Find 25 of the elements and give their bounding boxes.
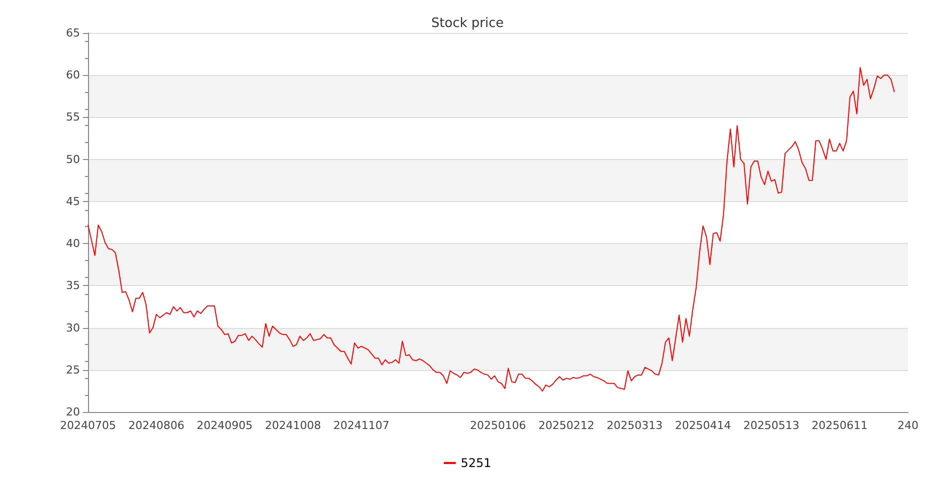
y-tick-label: 55	[66, 110, 80, 124]
x-tick-label: 20240806	[128, 419, 184, 432]
y-tick-label: 50	[66, 152, 80, 166]
legend-label: 5251	[460, 456, 492, 470]
y-tick-label: 45	[66, 194, 80, 208]
y-tick-label: 20	[66, 406, 80, 418]
x-tick-label: 20241107	[333, 419, 390, 432]
x-tick-label: 20250212	[538, 419, 594, 432]
y-tick-label: 35	[66, 279, 80, 292]
x-tick-label: 20250611	[812, 419, 868, 432]
y-tick-label: 60	[66, 68, 80, 82]
line-series	[88, 67, 895, 392]
x-tick-label: 240	[898, 419, 918, 432]
x-tick-label: 20250313	[606, 419, 663, 432]
x-tick-label: 20241008	[265, 419, 321, 432]
y-tick-label: 65	[66, 26, 80, 40]
x-tick-label: 20240905	[196, 419, 253, 432]
x-tick-label: 20240705	[60, 419, 116, 432]
y-tick-label: 40	[66, 237, 80, 250]
chart-title: Stock price	[431, 16, 504, 31]
y-tick-label: 25	[66, 363, 80, 376]
x-tick-label: 20250513	[743, 419, 800, 432]
x-tick-label: 20250414	[675, 419, 731, 432]
y-tick-label: 30	[66, 321, 80, 334]
x-tick-label: 20250106	[470, 419, 526, 432]
